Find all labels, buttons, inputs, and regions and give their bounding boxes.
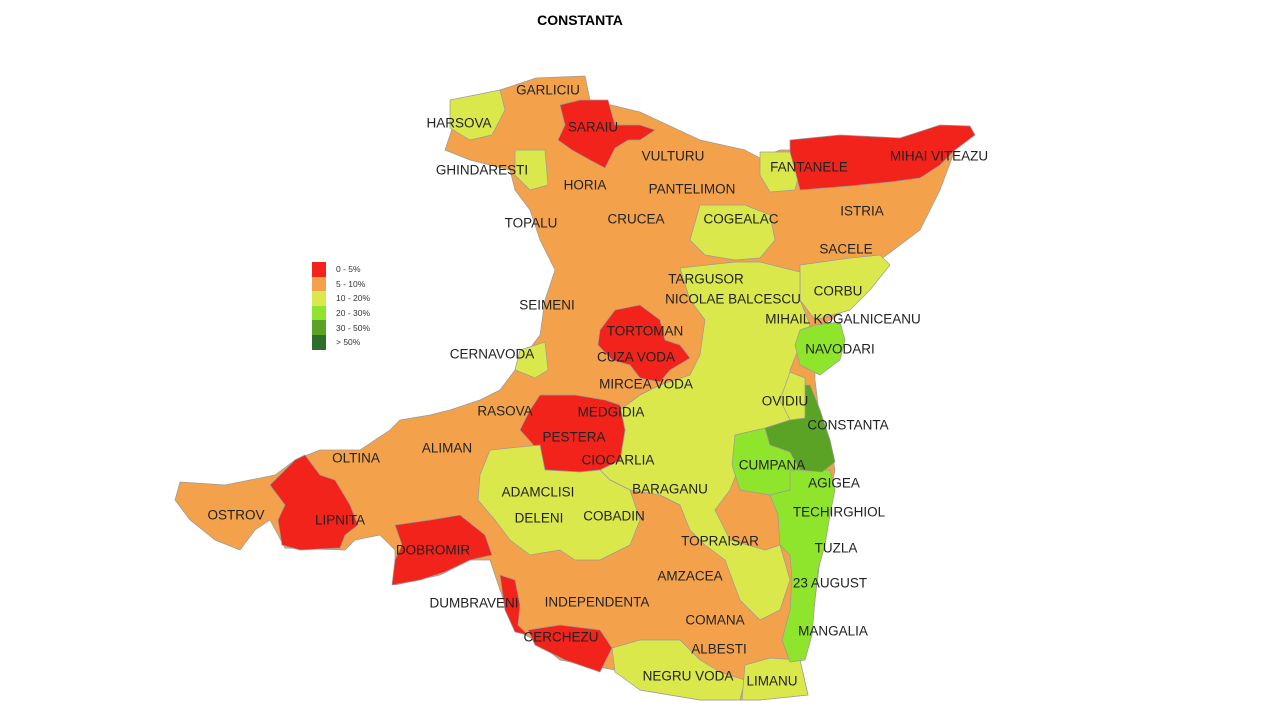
region-label: GARLICIU xyxy=(516,83,580,98)
region-label: LIMANU xyxy=(746,674,797,689)
map-regions xyxy=(174,75,976,701)
region-label: TORTOMAN xyxy=(607,324,684,339)
region-label: TUZLA xyxy=(815,541,858,556)
region-label: CORBU xyxy=(814,284,863,299)
region-label: MEDGIDIA xyxy=(578,405,645,420)
region-label: GHINDARESTI xyxy=(436,163,528,178)
legend: 0 - 5% 5 - 10% 10 - 20% 20 - 30% 30 - 50… xyxy=(312,262,370,350)
legend-row-0: 0 - 5% xyxy=(312,262,370,277)
region-label: RASOVA xyxy=(477,404,532,419)
region-label: ALIMAN xyxy=(422,441,472,456)
region-label: COBADIN xyxy=(583,509,645,524)
legend-label-2: 10 - 20% xyxy=(336,293,371,304)
region-label: BARAGANU xyxy=(632,482,708,497)
region-label: NEGRU VODA xyxy=(643,669,734,684)
region-cogealac xyxy=(689,204,776,261)
region-label: COGEALAC xyxy=(703,212,778,227)
region-label: DUMBRAVENI xyxy=(429,596,518,611)
region-label: SARAIU xyxy=(568,120,618,135)
region-label: NAVODARI xyxy=(805,342,875,357)
region-label: SEIMENI xyxy=(519,298,575,313)
legend-swatch-4 xyxy=(312,320,326,335)
legend-swatch-0 xyxy=(312,262,326,277)
legend-swatch-3 xyxy=(312,305,326,321)
region-agigea xyxy=(769,469,836,663)
region-central-yellow xyxy=(599,261,811,621)
region-label: OVIDIU xyxy=(762,394,809,409)
region-label: LIPNITA xyxy=(315,513,365,528)
region-label: TOPALU xyxy=(505,216,558,231)
region-label: INDEPENDENTA xyxy=(545,595,650,610)
region-label: PESTERA xyxy=(542,430,605,445)
map-labels: GARLICIU HARSOVA SARAIU VULTURU GHINDARESTI H… xyxy=(207,83,988,689)
region-label: NICOLAE BALCESCU xyxy=(665,292,801,307)
region-label: CERCHEZU xyxy=(523,630,598,645)
region-tortoman xyxy=(597,304,691,383)
region-label: OSTROV xyxy=(207,508,264,523)
region-label: MANGALIA xyxy=(798,624,868,639)
region-label: HARSOVA xyxy=(426,116,491,131)
region-label: AGIGEA xyxy=(808,476,860,491)
region-label: ISTRIA xyxy=(840,204,884,219)
region-label: COMANA xyxy=(685,613,744,628)
legend-swatch-2 xyxy=(312,291,326,306)
region-dobromir xyxy=(391,514,493,586)
region-label: DOBROMIR xyxy=(396,543,471,558)
legend-row-5: > 50% xyxy=(312,334,370,350)
region-label: CUMPANA xyxy=(739,458,806,473)
region-label: 23 AUGUST xyxy=(793,576,867,591)
region-label: SACELE xyxy=(819,242,872,257)
legend-swatch-5 xyxy=(312,334,326,350)
region-label: CIOCARLIA xyxy=(582,453,655,468)
legend-label-4: 30 - 50% xyxy=(336,322,371,333)
region-ovidiu xyxy=(779,371,806,421)
region-label: ADAMCLISI xyxy=(502,485,575,500)
region-label: OLTINA xyxy=(332,451,380,466)
region-mihai-viteazu xyxy=(789,124,976,191)
region-label: PANTELIMON xyxy=(649,182,736,197)
legend-label-5: > 50% xyxy=(336,337,361,348)
region-adamclisi xyxy=(477,444,641,561)
legend-label-1: 5 - 10% xyxy=(336,278,366,289)
region-dumbraveni xyxy=(499,574,529,636)
region-label: ALBESTI xyxy=(691,642,747,657)
region-ghindaresti xyxy=(514,149,549,191)
region-label: VULTURU xyxy=(642,149,705,164)
legend-row-1: 5 - 10% xyxy=(312,276,370,292)
region-label: CERNAVODA xyxy=(450,347,535,362)
region-label: TOPRAISAR xyxy=(681,534,759,549)
region-label: CONSTANTA xyxy=(807,418,888,433)
region-navodari xyxy=(794,321,846,376)
region-label: HORIA xyxy=(564,178,607,193)
legend-label-0: 0 - 5% xyxy=(336,264,361,275)
region-cerchezu xyxy=(527,624,613,673)
region-corbu xyxy=(799,254,891,321)
region-label: MIRCEA VODA xyxy=(599,377,693,392)
legend-swatch-1 xyxy=(312,276,326,292)
map-title: CONSTANTA xyxy=(537,12,623,28)
region-label: TECHIRGHIOL xyxy=(793,505,886,520)
region-label: MIHAI VITEAZU xyxy=(890,149,988,164)
region-cernavoda xyxy=(514,341,549,379)
legend-label-3: 20 - 30% xyxy=(336,308,371,319)
region-label: AMZACEA xyxy=(657,569,722,584)
region-label: FANTANELE xyxy=(770,160,848,175)
legend-row-3: 20 - 30% xyxy=(312,305,371,321)
region-label: MIHAIL KOGALNICEANU xyxy=(765,312,921,327)
region-label: CRUCEA xyxy=(607,212,664,227)
region-limanu xyxy=(741,657,809,701)
legend-row-2: 10 - 20% xyxy=(312,291,370,306)
region-label: CUZA VODA xyxy=(597,350,675,365)
region-label: DELENI xyxy=(515,511,564,526)
region-lipnita xyxy=(269,454,359,551)
region-harsova xyxy=(449,89,506,141)
region-saraiu xyxy=(557,99,656,169)
legend-row-4: 30 - 50% xyxy=(312,320,370,335)
region-label: TARGUSOR xyxy=(668,272,744,287)
